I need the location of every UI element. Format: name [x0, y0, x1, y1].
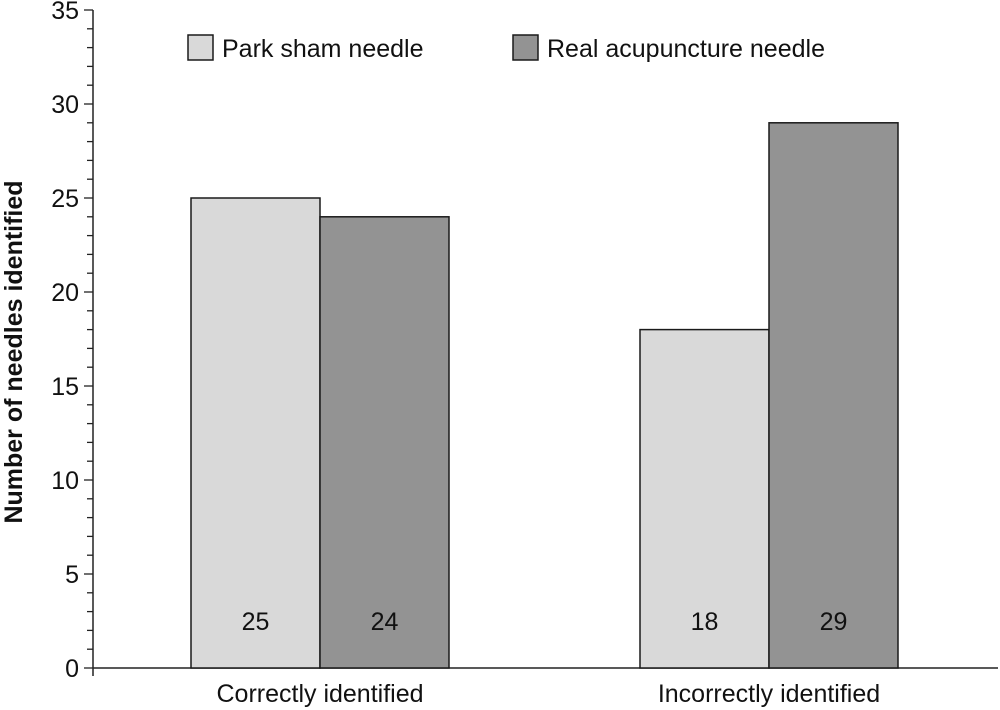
bar-value-label: 29 — [820, 608, 848, 636]
y-tick-label: 35 — [51, 0, 79, 25]
x-tick-label: Correctly identified — [216, 680, 423, 708]
bar — [768, 122, 899, 669]
bars: 25 24 18 29 — [190, 122, 899, 669]
y-tick-label: 15 — [51, 373, 79, 401]
y-tick-label: 10 — [51, 467, 79, 495]
legend: Park sham needle Real acupuncture needle — [187, 34, 825, 63]
legend-swatch — [187, 34, 214, 61]
bar — [319, 216, 450, 669]
y-tick-label: 25 — [51, 185, 79, 213]
bar — [639, 328, 770, 669]
y-tick-label: 20 — [51, 279, 79, 307]
legend-swatch — [512, 34, 539, 61]
y-tick-label: 0 — [65, 655, 79, 683]
bar — [190, 197, 321, 669]
y-axis-label: Number of needles identified — [0, 180, 28, 523]
legend-label: Real acupuncture needle — [547, 35, 825, 63]
y-tick-label: 5 — [65, 561, 79, 589]
bar-value-label: 24 — [371, 608, 399, 636]
bar-value-label: 18 — [691, 608, 719, 636]
bar-value-label: 25 — [242, 608, 270, 636]
x-tick-label: Incorrectly identified — [658, 680, 880, 708]
y-tick-label: 30 — [51, 91, 79, 119]
legend-label: Park sham needle — [222, 35, 424, 63]
axes: 0 5 10 15 20 25 30 35 Correctly identified Incorr… — [51, 0, 998, 708]
